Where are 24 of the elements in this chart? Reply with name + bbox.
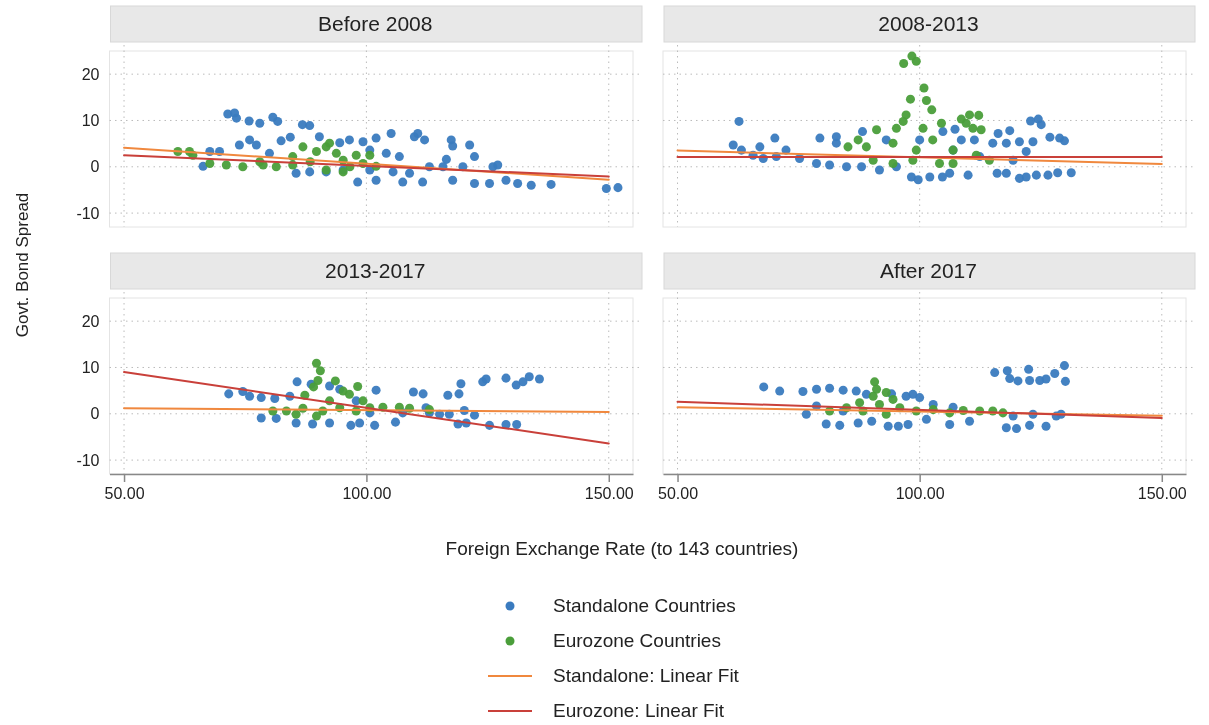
y-tick-label: 10 [81,359,100,377]
chart-title: After 2017 [880,259,977,282]
legend-label: Standalone: Linear Fit [553,665,740,686]
legend-label: Eurozone Countries [553,630,721,651]
legend-label: Standalone Countries [553,595,736,616]
x-tick-label: 150.00 [584,485,634,503]
chart-title: Before 2008 [318,12,433,35]
x-tick-label: 50.00 [104,485,145,503]
chart-title: 2008-2013 [878,12,979,35]
y-tick-label: 10 [81,112,100,130]
y-tick-label: 20 [81,65,100,83]
x-tick-label: 50.00 [658,485,699,503]
chart-title: 2013-2017 [325,259,426,282]
y-tick-label: 20 [81,312,100,330]
x-tick-label: 150.00 [1137,485,1187,503]
x-axis-title: Foreign Exchange Rate (to 143 countries) [445,538,799,559]
x-tick-label: 100.00 [895,485,945,503]
y-axis-title: Govt. Bond Spread [13,192,32,338]
y-tick-label: -10 [76,204,100,222]
y-tick-label: -10 [76,451,100,469]
x-tick-label: 100.00 [342,485,392,503]
y-tick-label: 0 [90,158,100,176]
legend-label: Eurozone: Linear Fit [553,700,725,721]
y-tick-label: 0 [90,405,100,423]
